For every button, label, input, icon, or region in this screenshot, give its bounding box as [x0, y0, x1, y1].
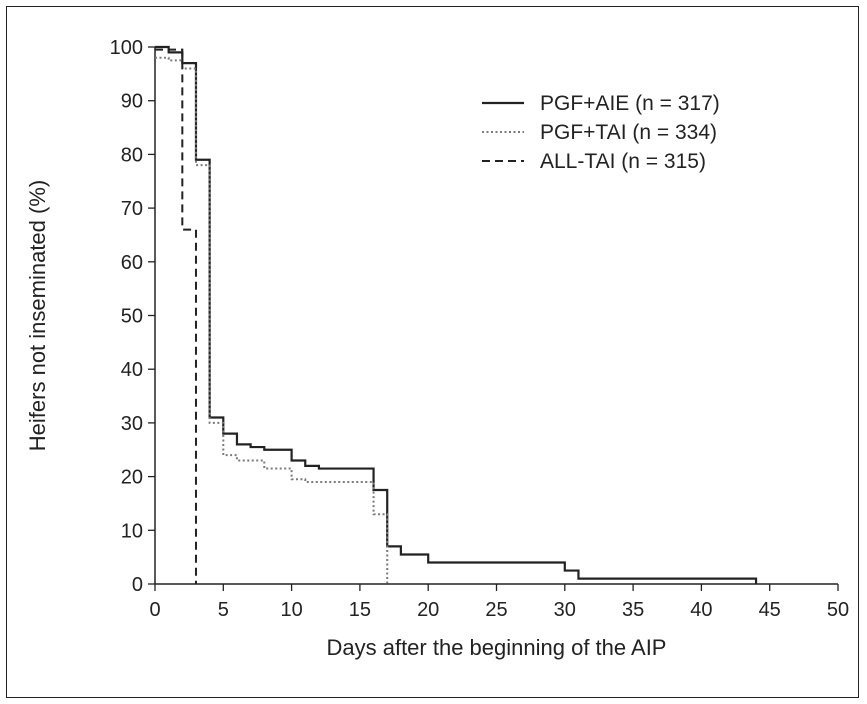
- y-tick-label: 10: [121, 520, 143, 542]
- x-axis-title: Days after the beginning of the AIP: [326, 635, 666, 660]
- x-tick-label: 25: [485, 599, 507, 621]
- x-tick-label: 20: [417, 599, 439, 621]
- y-tick-label: 90: [121, 91, 143, 113]
- legend: PGF+AIE (n = 317) PGF+TAI (n = 334) ALL-TA…: [482, 92, 720, 173]
- x-tick-label: 5: [218, 599, 229, 621]
- legend-label-3: ALL-TAI (n = 315): [540, 150, 706, 173]
- y-tick-label: 50: [121, 306, 143, 328]
- y-tick-label: 0: [132, 574, 143, 596]
- legend-label-1: PGF+AIE (n = 317): [540, 92, 720, 115]
- x-tick-label: 15: [349, 599, 371, 621]
- series-layer: [155, 45, 758, 584]
- y-tick-label: 40: [121, 359, 143, 381]
- x-tick-label: 0: [149, 599, 160, 621]
- y-tick-label: 80: [121, 144, 143, 166]
- x-tick-label: 10: [280, 599, 302, 621]
- x-tick-label: 45: [759, 599, 781, 621]
- chart-frame: [6, 6, 859, 698]
- x-tick-label: 30: [554, 599, 576, 621]
- axes: 0 10 20 30 40 50 60 70 80 90 100 0 5 10 15 20 25 30 35 40 45…: [110, 37, 850, 621]
- y-tick-label: 60: [121, 252, 143, 274]
- legend-label-2: PGF+TAI (n = 334): [540, 121, 717, 144]
- y-tick-label: 100: [110, 37, 143, 59]
- series-line-1: [155, 45, 758, 584]
- x-tick-label: 35: [622, 599, 644, 621]
- series-line-2: [155, 56, 389, 584]
- series-line-3: [155, 48, 197, 584]
- x-tick-label: 40: [690, 599, 712, 621]
- y-axis-title: Heifers not inseminated (%): [25, 180, 50, 451]
- x-tick-label: 50: [827, 599, 849, 621]
- y-tick-label: 30: [121, 413, 143, 435]
- y-tick-label: 20: [121, 467, 143, 489]
- y-tick-label: 70: [121, 198, 143, 220]
